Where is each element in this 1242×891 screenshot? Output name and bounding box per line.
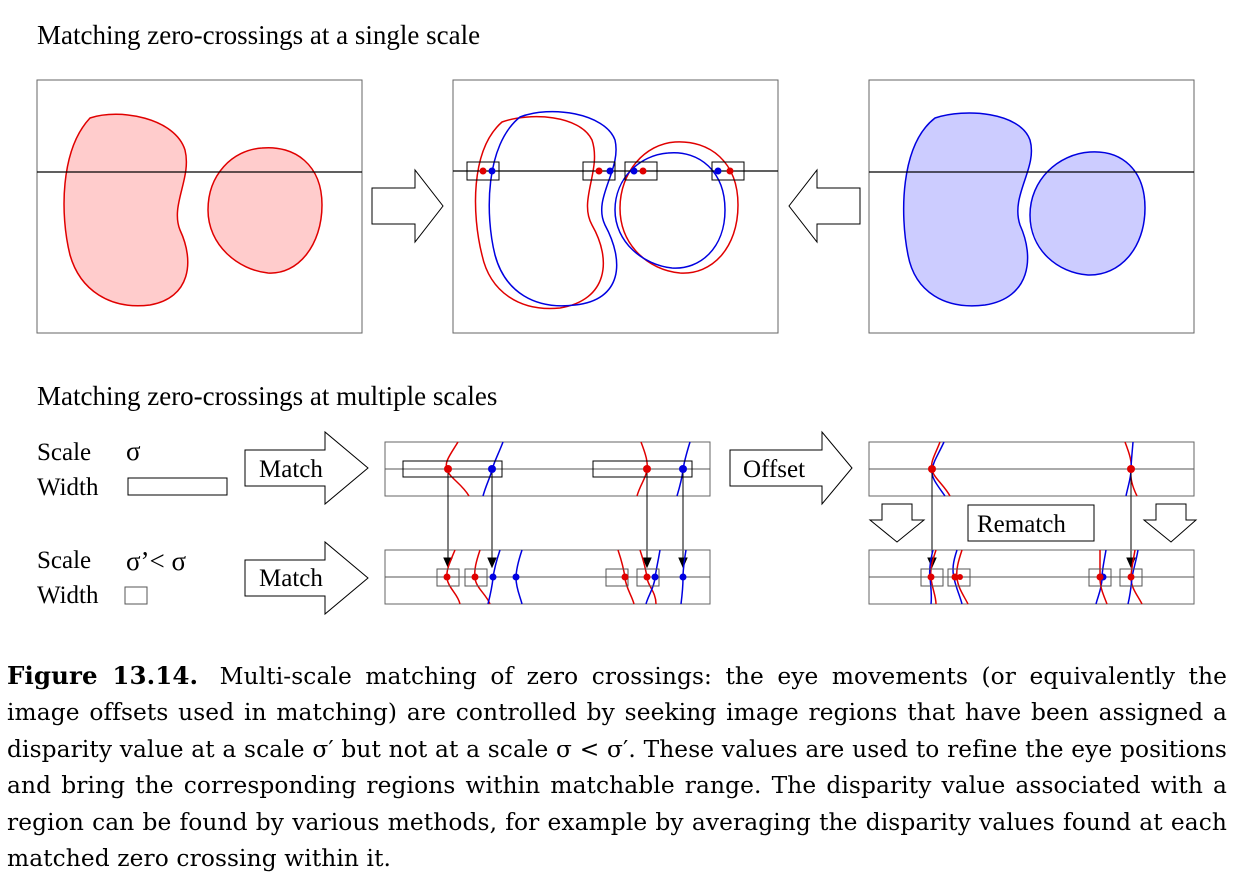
narrow-match-window [1088,568,1112,587]
red-zero-crossing [927,573,935,581]
offset-coarse-strip [868,441,1195,497]
narrow-match-window [636,568,660,587]
blue-zero-crossing [630,167,638,175]
blue-zero-crossing [489,573,497,581]
match-window [711,161,745,181]
blue-zero-crossing [606,167,614,175]
scale-label-row2: Scale [37,547,91,574]
blue-zero-crossing [714,167,722,175]
overlay-panel [452,79,779,334]
match-label-row1: Match [259,456,323,483]
red-zero-crossing [726,167,734,175]
narrow-match-window [464,568,488,587]
left-arrow-icon [788,168,861,244]
match-label-row2: Match [259,565,323,592]
red-zero-crossing [639,167,647,175]
red-zero-crossing [443,573,451,581]
red-zero-crossing [1127,573,1135,581]
width-label-row1: Width [37,474,99,501]
blue-zero-crossing [957,574,963,580]
match-window [624,161,658,181]
blue-zero-crossing [651,573,659,581]
match-window [466,161,500,181]
red-zero-crossing [479,167,487,175]
match-arrow-icon [244,540,369,616]
scale-label-row1: Scale [37,439,91,466]
left-kidney-blob [63,113,189,307]
red-zero-crossing [471,573,479,581]
red-zero-crossing [621,573,629,581]
caption-text: Multi-scale matching of zero crossings: … [7,663,1228,873]
sigma-prime-symbol-row2: σ’< σ [126,546,187,576]
overlay-blue-round [614,152,726,269]
left-image-panel [36,79,363,334]
blue-zero-crossing [512,573,520,581]
wide-match-window [592,460,693,478]
matched-zero-crossing [928,465,936,473]
rematched-fine-strip [868,549,1195,605]
bottom-section-title: Matching zero-crossings at multiple scal… [37,381,497,411]
match-arrow-icon [244,430,369,506]
zero-crossing-matching-diagram: Matching zero-crossings at a single scal… [36,20,1198,616]
left-round-blob [207,147,323,274]
blue-zero-crossing [488,465,496,473]
right-image-panel [868,79,1195,334]
figure-caption: Figure 13.14. Multi-scale matching of ze… [7,658,1227,877]
right-kidney-blob [902,112,1033,307]
narrow-match-window [436,568,460,587]
width-label-row2: Width [37,582,99,609]
narrow-match-window [947,568,971,587]
overlay-red-kidney [474,115,605,310]
narrow-match-window [1119,568,1143,587]
red-zero-crossing [444,465,452,473]
red-zero-crossing [1096,573,1104,581]
blue-zero-crossing [679,465,687,473]
down-arrow-icon [1142,503,1198,543]
down-arrow-icon [868,503,926,543]
rematch-label: Rematch [977,511,1066,538]
blue-zero-crossing [488,167,496,175]
coarse-scale-strip [384,441,711,497]
right-round-blob [1029,151,1146,276]
match-window [582,161,616,181]
wide-match-window [402,460,503,478]
fine-scale-strip [384,549,711,605]
offset-arrow-icon [729,430,853,506]
matched-zero-crossing [1127,465,1135,473]
right-arrow-icon [371,168,444,244]
red-zero-crossing [951,573,959,581]
correspondence-arrows [443,473,688,569]
red-zero-crossing [643,465,651,473]
rematch-box [967,504,1095,542]
figure-label: Figure 13.14. [7,661,199,690]
red-zero-crossing [643,573,651,581]
wide-window-legend [127,477,228,496]
sigma-symbol-row1: σ [126,436,141,466]
narrow-window-legend [124,586,148,605]
red-zero-crossing [595,167,603,175]
blue-zero-crossing [679,573,687,581]
overlay-blue-kidney [488,110,618,307]
top-section-title: Matching zero-crossings at a single scal… [37,20,480,50]
offset-label: Offset [743,456,805,483]
narrow-match-window [920,568,944,587]
